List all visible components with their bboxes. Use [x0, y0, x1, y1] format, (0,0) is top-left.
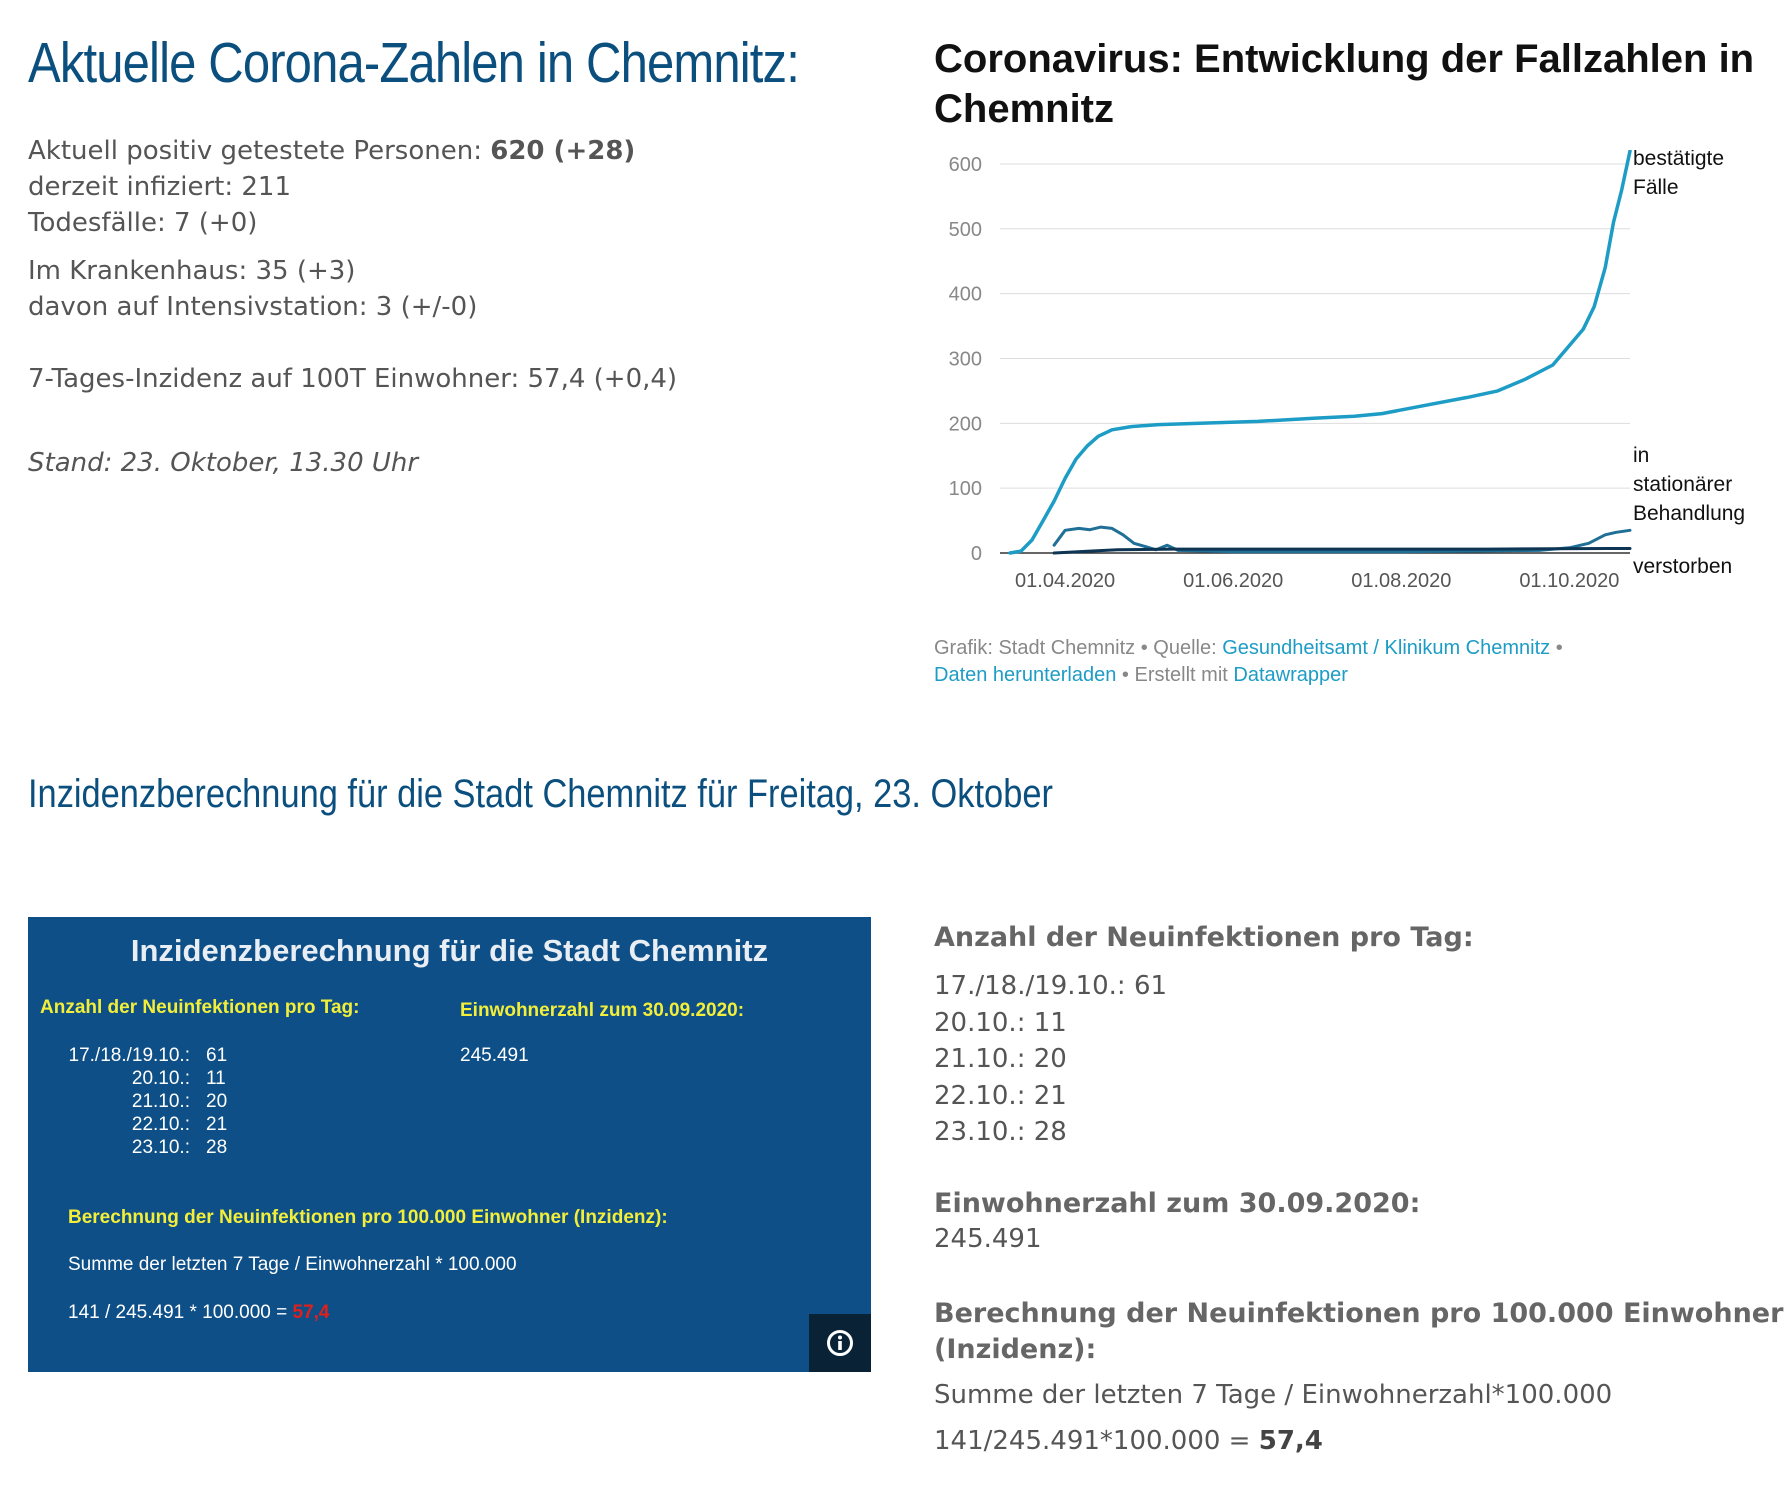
panel-row-value: 21 — [206, 1114, 228, 1135]
hospital-label: stationärer — [1633, 473, 1732, 496]
credit-prefix: Grafik: Stadt Chemnitz • Quelle: — [934, 637, 1223, 659]
section-heading: Inzidenzberechnung für die Stadt Chemnit… — [28, 772, 1053, 816]
chart-credit-line1: Grafik: Stadt Chemnitz • Quelle: Gesundh… — [934, 637, 1563, 660]
new-infections-list: 17./18./19.10.: 61 20.10.: 11 21.10.: 20… — [934, 968, 1167, 1151]
panel-title: Inzidenzberechnung für die Stadt Chemnit… — [130, 933, 769, 968]
case-development-chart: 0 100 200 300 400 500 600 01.04.2020 01.06.2020 0… — [949, 150, 1745, 590]
y-tick-label: 500 — [949, 219, 982, 241]
y-tick-label: 300 — [949, 348, 982, 370]
panel-row-date: 22.10.: — [131, 1114, 190, 1135]
deaths: Todesfälle: 7 (+0) — [28, 208, 258, 238]
confirmed-cases-label: Fälle — [1633, 176, 1679, 199]
calc-formula: Summe der letzten 7 Tage / Einwohnerzahl… — [934, 1380, 1613, 1410]
info-icon — [827, 1330, 853, 1356]
panel-row-date: 21.10.: — [131, 1091, 190, 1112]
panel-row-value: 28 — [206, 1137, 228, 1158]
calc-result-prefix: 141/245.491*100.000 = — [934, 1426, 1259, 1456]
credit-separator: • — [1550, 637, 1563, 659]
chart-credit-line2: Daten herunterladen • Erstellt mit Dataw… — [934, 664, 1348, 687]
panel-row: 20.10.: 11 — [40, 1067, 227, 1090]
hospital-label: Behandlung — [1633, 502, 1745, 525]
source-link[interactable]: Gesundheitsamt / Klinikum Chemnitz — [1222, 637, 1551, 659]
x-tick-label: 01.06.2020 — [1183, 570, 1283, 590]
panel-row-value: 11 — [206, 1068, 226, 1089]
panel-calc-heading: Berechnung der Neuinfektionen pro 100.00… — [68, 1207, 668, 1228]
panel-population-value: 245.491 — [460, 1045, 529, 1066]
incidence-image-panel: Inzidenzberechnung für die Stadt Chemnit… — [28, 917, 871, 1372]
new-infections-line: 23.10.: 28 — [934, 1117, 1067, 1147]
new-infections-line: 17./18./19.10.: 61 — [934, 971, 1168, 1001]
x-tick-label: 01.04.2020 — [1015, 570, 1115, 590]
panel-row: 21.10.: 20 — [40, 1090, 227, 1113]
panel-row-date: 23.10.: — [131, 1137, 190, 1158]
page-title: Aktuelle Corona-Zahlen in Chemnitz: — [28, 31, 800, 95]
population-value: 245.491 — [934, 1224, 1042, 1254]
new-infections-line: 21.10.: 20 — [934, 1044, 1067, 1074]
panel-new-infections-heading: Anzahl der Neuinfektionen pro Tag: — [40, 997, 360, 1018]
credit-made-with: • Erstellt mit — [1116, 664, 1234, 686]
panel-result-prefix: 141 / 245.491 * 100.000 = — [68, 1302, 293, 1323]
calc-result-value: 57,4 — [1258, 1426, 1323, 1456]
new-infections-line: 20.10.: 11 — [934, 1007, 1067, 1038]
calc-heading-line2: (Inzidenz): — [934, 1334, 1097, 1365]
calc-heading-line1: Berechnung der Neuinfektionen pro 100.00… — [934, 1298, 1784, 1329]
new-infections-line: 22.10.: 21 — [934, 1080, 1067, 1111]
panel-result-value: 57,4 — [292, 1302, 330, 1323]
y-tick-label: 0 — [971, 543, 982, 565]
x-tick-label: 01.10.2020 — [1519, 570, 1619, 590]
panel-daily-list: 17./18./19.10.: 61 20.10.: 11 21.10.: 20 22… — [40, 1044, 228, 1159]
confirmed-cases-line — [1008, 150, 1632, 555]
panel-row-date: 20.10.: — [131, 1068, 190, 1089]
panel-row-value: 20 — [206, 1091, 228, 1112]
chart-title: Coronavirus: Entwicklung der Fallzahlen … — [934, 37, 1755, 131]
y-tick-label: 100 — [949, 478, 982, 500]
y-tick-label: 600 — [949, 154, 982, 176]
positive-label: Aktuell positiv getestete Personen: — [28, 136, 491, 166]
panel-row-value: 61 — [206, 1045, 228, 1066]
new-infections-heading: Anzahl der Neuinfektionen pro Tag: — [934, 922, 1474, 953]
info-button[interactable] — [809, 1314, 871, 1372]
seven-day-incidence: 7-Tages-Inzidenz auf 100T Einwohner: 57,… — [28, 364, 678, 394]
currently-infected: derzeit infiziert: 211 — [28, 172, 291, 202]
y-tick-label: 400 — [949, 284, 982, 306]
timestamp: Stand: 23. Oktober, 13.30 Uhr — [28, 448, 419, 478]
deaths-line — [1052, 547, 1632, 555]
calc-result: 141/245.491*100.000 = 57,4 — [934, 1426, 1323, 1456]
panel-row: 23.10.: 28 — [40, 1136, 227, 1159]
intensive-care: davon auf Intensivstation: 3 (+/-0) — [28, 292, 478, 322]
deaths-label: verstorben — [1633, 555, 1732, 578]
x-tick-label: 01.08.2020 — [1351, 570, 1451, 590]
positive-value: 620 (+28) — [490, 136, 636, 166]
panel-row: 22.10.: 21 — [40, 1113, 227, 1136]
hospital-line — [1052, 525, 1632, 554]
population-heading: Einwohnerzahl zum 30.09.2020: — [934, 1188, 1421, 1219]
positive-tested: Aktuell positiv getestete Personen: 620 … — [28, 136, 635, 166]
panel-result: 141 / 245.491 * 100.000 = 57,4 — [68, 1302, 330, 1324]
panel-population-heading: Einwohnerzahl zum 30.09.2020: — [460, 1000, 745, 1021]
download-data-link[interactable]: Daten herunterladen — [934, 664, 1117, 686]
hospitalized: Im Krankenhaus: 35 (+3) — [28, 256, 356, 286]
panel-row-date: 17./18./19.10.: — [68, 1045, 191, 1066]
confirmed-cases-label: bestätigte — [1633, 150, 1724, 170]
hospital-label: in — [1633, 444, 1649, 467]
y-tick-label: 200 — [949, 413, 982, 435]
datawrapper-link[interactable]: Datawrapper — [1233, 664, 1348, 686]
panel-row: 17./18./19.10.: 61 — [40, 1044, 228, 1067]
panel-formula: Summe der letzten 7 Tage / Einwohnerzahl… — [68, 1254, 517, 1275]
